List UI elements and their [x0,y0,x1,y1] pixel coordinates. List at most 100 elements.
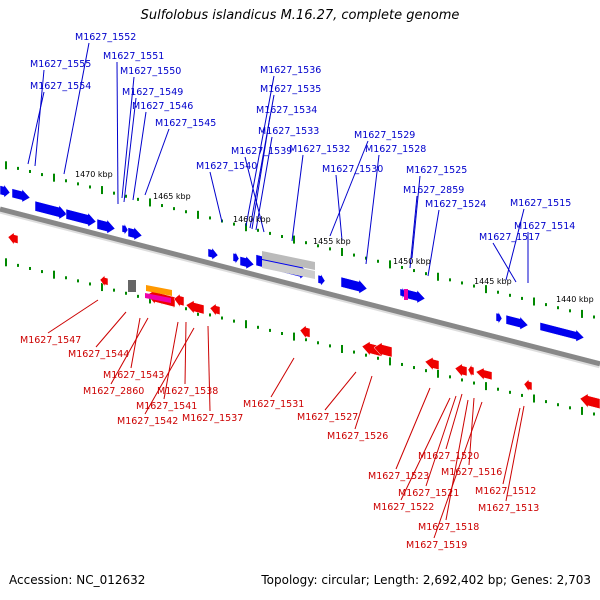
tick-mark-upper [209,216,211,220]
forward-gene-label: M1627_1532 [289,144,350,155]
reverse-label-leader [502,407,521,485]
genome-summary-text: Topology: circular; Length: 2,692,402 bp… [261,573,591,587]
tick-mark-upper [557,306,559,310]
reverse-label-leader [505,405,525,502]
tick-mark-upper [317,244,319,248]
tick-mark-upper [281,234,283,238]
forward-label-leader [505,208,525,281]
forward-gene-label: M1627_1549 [122,87,183,98]
ruler-label: 1470 kbp [75,170,113,179]
tick-mark-upper [185,210,187,214]
tick-mark-upper [545,303,547,307]
tick-mark-lower [53,270,55,279]
tick-mark-lower [113,288,115,292]
tick-mark-lower [5,258,7,267]
forward-gene-arrow [11,188,31,203]
rna-feature [404,289,408,300]
forward-label-leader [116,61,119,205]
tick-mark-lower [401,362,403,366]
reverse-gene-label: M1627_1544 [68,349,129,360]
reverse-label-leader [207,325,211,412]
reverse-gene-arrow [209,303,221,317]
tick-mark-lower [101,283,103,292]
reverse-gene-label: M1627_1537 [182,413,243,424]
forward-gene-label: M1627_1529 [354,130,415,141]
tick-mark-upper [77,182,79,186]
rna-feature [146,285,172,296]
tick-mark-upper [65,179,67,183]
tick-mark-upper [173,207,175,211]
reverse-label-leader [425,395,457,487]
tick-mark-upper [581,309,583,318]
rna-feature [145,293,171,303]
forward-gene-label: M1627_1530 [322,164,383,175]
forward-label-leader [121,76,135,199]
tick-mark-upper [41,173,43,177]
reverse-label-leader [324,371,357,411]
reverse-label-leader [95,311,127,348]
tick-mark-upper [593,315,595,319]
forward-gene-label: M1627_1550 [120,66,181,77]
tick-mark-lower [353,350,355,354]
tick-mark-lower [365,353,367,357]
reverse-gene-arrow [173,293,185,308]
forward-label-leader [251,115,271,230]
reverse-gene-label: M1627_2860 [83,386,144,397]
reverse-gene-arrow [523,378,533,393]
tick-mark-lower [413,366,415,370]
reverse-gene-arrow [424,356,440,371]
tick-mark-upper [149,198,151,207]
tick-mark-lower [329,344,331,348]
tick-mark-lower [497,387,499,391]
tick-mark-lower [545,400,547,404]
tick-mark-lower [149,295,151,304]
tick-mark-lower [245,320,247,329]
reverse-gene-arrow [454,363,468,378]
forward-label-leader [144,128,170,196]
forward-gene-label: M1627_1539 [231,146,292,157]
tick-mark-upper [305,241,307,245]
forward-gene-arrow [121,222,129,236]
tick-mark-lower [425,369,427,373]
forward-gene-label: M1627_1546 [132,101,193,112]
rna-feature [128,280,136,292]
tick-mark-lower [305,338,307,342]
tick-mark-lower [17,263,19,267]
tick-mark-lower [209,313,211,317]
tick-mark-lower [137,294,139,298]
genome-backbone [0,206,600,367]
tick-mark-upper [89,185,91,189]
reverse-gene-label: M1627_1547 [20,335,81,346]
tick-mark-upper [329,247,331,251]
reverse-label-leader [184,321,187,385]
forward-label-leader [245,75,275,227]
tick-mark-upper [449,278,451,282]
forward-gene-arrow [239,255,255,270]
forward-label-leader [291,154,304,242]
tick-mark-upper [269,231,271,235]
forward-gene-label: M1627_2859 [403,185,464,196]
tick-mark-lower [437,369,439,378]
forward-gene-arrow [505,314,529,331]
forward-gene-arrow [232,251,240,265]
tick-mark-lower [461,378,463,382]
tick-mark-upper [29,169,31,173]
forward-label-leader [335,174,343,241]
forward-gene-label: M1627_1525 [406,165,467,176]
forward-label-leader [27,91,45,165]
ruler-label: 1465 kbp [153,192,191,201]
forward-gene-arrow [539,321,585,343]
forward-label-leader [244,156,265,233]
genome-title: Sulfolobus islandicus M.16.27, complete … [140,8,460,23]
tick-mark-upper [569,309,571,313]
tick-mark-upper [245,223,247,232]
tick-mark-upper [377,259,379,263]
tick-mark-upper [485,285,487,294]
forward-gene-arrow [65,208,97,228]
tick-mark-lower [377,356,379,360]
forward-gene-label: M1627_1555 [30,59,91,70]
tick-mark-upper [497,290,499,294]
forward-gene-arrow [0,183,11,199]
forward-gene-label: M1627_1552 [75,32,136,43]
forward-label-leader [427,209,440,277]
